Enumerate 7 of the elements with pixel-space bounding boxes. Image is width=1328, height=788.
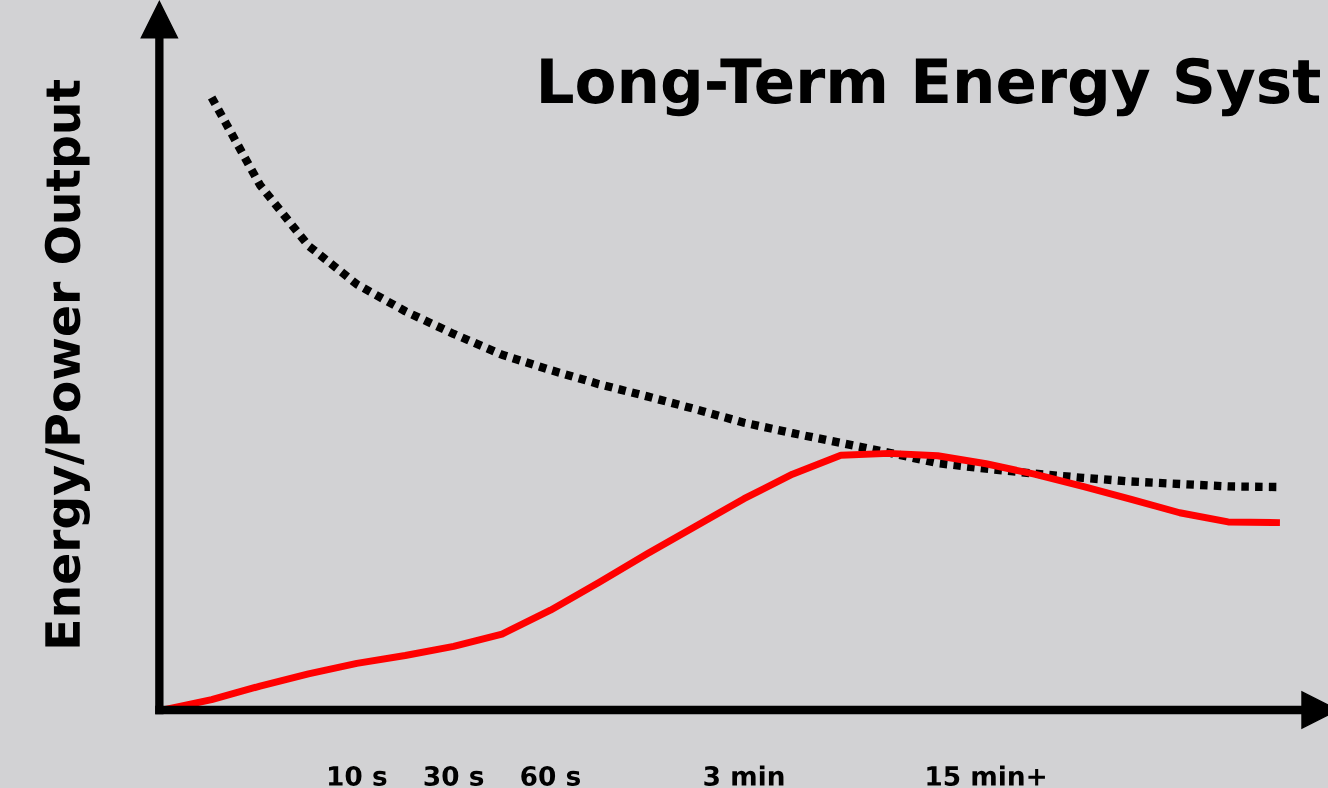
x-tick-label: 15 min+: [927, 765, 1045, 786]
x-tick-label: 60 s: [521, 766, 580, 786]
chart-title: Long-Term Energy Syst: [541, 57, 1320, 117]
x-tick-label: 30 s: [424, 766, 484, 786]
x-tick-label: 10 s: [329, 766, 387, 786]
x-tick-label: 3 min: [704, 765, 784, 786]
y-axis-title: Energy/Power Output: [44, 80, 90, 647]
